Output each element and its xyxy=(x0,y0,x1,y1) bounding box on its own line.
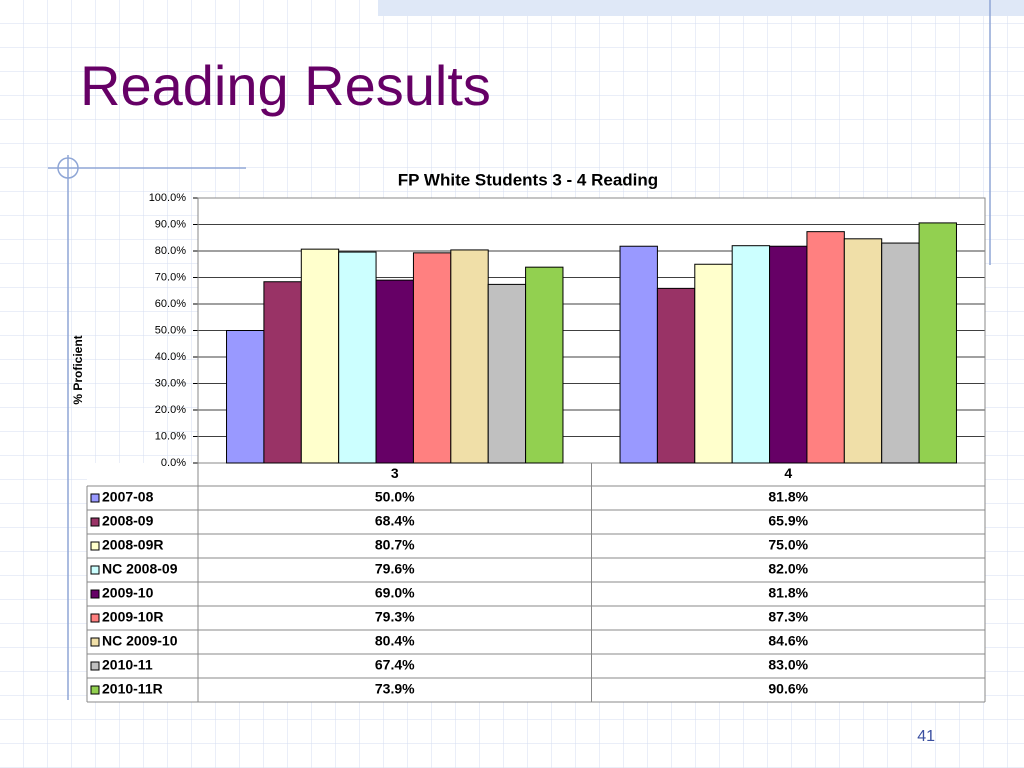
legend-swatch xyxy=(90,589,100,599)
top-band xyxy=(378,0,1024,16)
table-value: 83.0% xyxy=(768,657,808,673)
table-value: 90.6% xyxy=(768,681,808,697)
table-value: 80.7% xyxy=(375,537,415,553)
bar xyxy=(656,287,696,464)
y-tick-label: 90.0% xyxy=(155,218,186,230)
table-value: 65.9% xyxy=(768,513,808,529)
bar xyxy=(731,245,771,464)
bar xyxy=(881,242,920,464)
legend-label: 2010-11 xyxy=(102,657,153,673)
y-tick-label: 20.0% xyxy=(155,404,186,416)
y-tick-label: 60.0% xyxy=(155,298,186,310)
y-axis-label: % Proficient xyxy=(71,335,85,404)
y-tick-label: 40.0% xyxy=(155,351,186,363)
chart-marks: 0.0% 10.0% 20.0% 30.0% 40.0% 50.0% 60.0% 70.0% 8… xyxy=(86,192,986,703)
bar xyxy=(263,281,302,464)
table-value: 69.0% xyxy=(375,585,415,601)
table-value: 79.6% xyxy=(375,561,415,577)
bar xyxy=(487,283,527,464)
x-tick-label: 3 xyxy=(391,465,399,481)
slide-title: Reading Results xyxy=(80,54,491,117)
legend-label: 2009-10 xyxy=(102,585,154,601)
y-tick-label: 100.0% xyxy=(149,192,187,204)
legend-swatch xyxy=(90,541,100,551)
legend-label: 2008-09 xyxy=(102,513,154,529)
table-value: 84.6% xyxy=(768,633,808,649)
legend-swatch xyxy=(90,493,100,503)
legend-label: NC 2009-10 xyxy=(102,633,178,649)
bar xyxy=(412,252,452,464)
y-tick-label: 0.0% xyxy=(161,457,186,469)
bar xyxy=(694,263,733,464)
table-value: 79.3% xyxy=(375,609,415,625)
decor-circle xyxy=(57,157,79,179)
legend-label: 2008-09R xyxy=(102,537,164,553)
page-number: 41 xyxy=(917,728,935,745)
y-tick-label: 80.0% xyxy=(155,245,186,257)
y-tick-label: 10.0% xyxy=(155,430,186,442)
legend-label: 2010-11R xyxy=(102,681,163,697)
table-value: 81.8% xyxy=(768,585,808,601)
legend-swatch xyxy=(90,517,100,527)
bar xyxy=(338,251,377,464)
bar xyxy=(918,222,957,464)
bar xyxy=(806,231,845,464)
bar xyxy=(375,279,414,464)
legend-label: NC 2008-09 xyxy=(102,561,178,577)
legend-swatch xyxy=(90,565,100,575)
bar xyxy=(525,266,564,464)
bar xyxy=(619,245,658,464)
table-value: 75.0% xyxy=(768,537,808,553)
table-value: 81.8% xyxy=(768,489,808,505)
table-value: 73.9% xyxy=(375,681,415,697)
chart-title: FP White Students 3 - 4 Reading xyxy=(398,170,658,189)
y-tick-label: 70.0% xyxy=(155,271,186,283)
legend-swatch xyxy=(90,637,100,647)
legend-swatch xyxy=(90,613,100,623)
table-value: 50.0% xyxy=(375,489,415,505)
bar xyxy=(843,238,883,464)
y-tick-label: 30.0% xyxy=(155,377,186,389)
table-value: 82.0% xyxy=(768,561,808,577)
table-value: 67.4% xyxy=(375,657,415,673)
table-value: 80.4% xyxy=(375,633,415,649)
bar xyxy=(769,245,808,464)
legend-swatch xyxy=(90,661,100,671)
table-value: 68.4% xyxy=(375,513,415,529)
bar xyxy=(300,248,340,464)
legend-label: 2009-10R xyxy=(102,609,164,625)
bar xyxy=(226,330,265,464)
legend-swatch xyxy=(90,685,100,695)
bar xyxy=(450,249,489,464)
x-tick-label: 4 xyxy=(784,465,792,481)
y-tick-label: 50.0% xyxy=(155,324,186,336)
table-value: 87.3% xyxy=(768,609,808,625)
legend-label: 2007-08 xyxy=(102,489,154,505)
